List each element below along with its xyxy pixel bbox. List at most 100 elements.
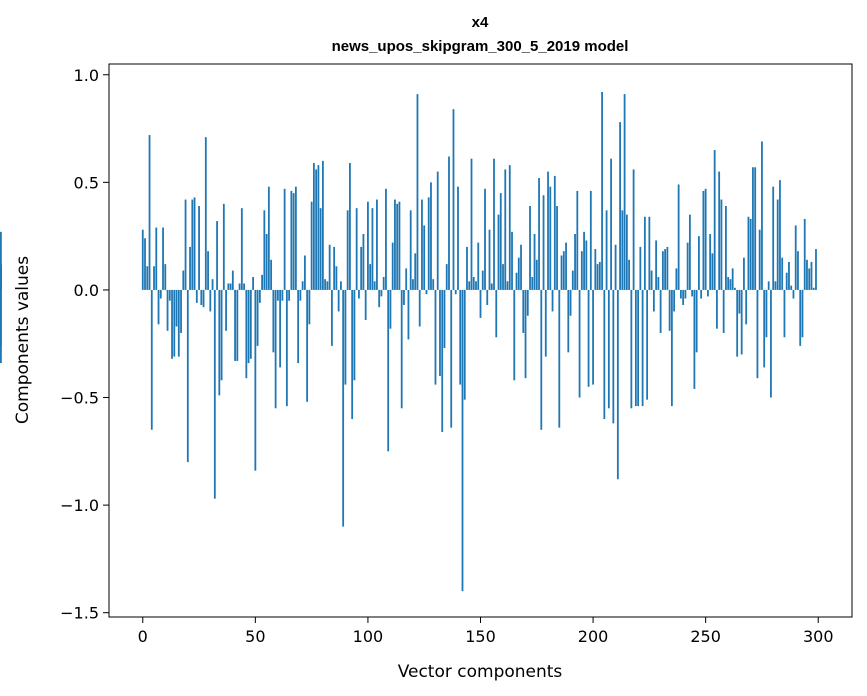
bar xyxy=(711,253,714,290)
bar xyxy=(578,289,581,398)
bar xyxy=(511,231,513,290)
bar xyxy=(216,221,218,290)
y-tick-label: −0.5 xyxy=(60,389,99,408)
bar xyxy=(276,289,279,301)
bar xyxy=(765,289,768,338)
bar xyxy=(261,274,263,290)
bar xyxy=(423,225,426,290)
bar xyxy=(434,289,437,385)
bar xyxy=(707,289,709,297)
bar xyxy=(749,218,752,290)
bar xyxy=(247,289,250,364)
bar xyxy=(403,289,405,305)
bar xyxy=(258,289,261,303)
bar xyxy=(236,289,239,361)
bar xyxy=(812,287,815,290)
bar xyxy=(655,240,658,290)
bar xyxy=(362,233,365,290)
bar xyxy=(580,251,583,290)
bar xyxy=(495,289,498,338)
bar xyxy=(274,289,277,409)
bar xyxy=(607,289,610,409)
bar xyxy=(427,197,430,290)
bar xyxy=(189,246,191,290)
x-tick-label: 100 xyxy=(353,627,384,646)
bar xyxy=(292,193,295,290)
bar xyxy=(439,289,441,376)
bar xyxy=(240,208,243,290)
x-tick-label: 150 xyxy=(465,627,496,646)
bar xyxy=(168,289,171,301)
bar xyxy=(204,137,207,290)
bar xyxy=(630,289,633,409)
bar xyxy=(504,169,507,290)
bar xyxy=(387,289,390,452)
bar xyxy=(621,210,624,290)
bar xyxy=(346,210,349,290)
bar xyxy=(506,281,509,290)
y-axis-ticks: −1.5 −1.0 −0.5 0.0 0.5 1.0 xyxy=(60,66,109,623)
bar xyxy=(693,289,696,389)
x-tick-label: 250 xyxy=(690,627,721,646)
bar xyxy=(583,231,585,290)
bar xyxy=(180,289,182,333)
bar xyxy=(731,268,734,290)
bar xyxy=(785,272,788,290)
bar xyxy=(502,264,504,290)
bar xyxy=(603,289,606,420)
bar xyxy=(713,150,716,290)
y-axis-label: Components values xyxy=(13,256,33,424)
bar xyxy=(657,277,660,290)
bar xyxy=(675,268,678,290)
bar xyxy=(211,279,214,290)
bar xyxy=(301,281,304,290)
bar xyxy=(488,229,491,290)
bar xyxy=(360,246,363,290)
bar xyxy=(810,261,813,290)
bar xyxy=(522,289,525,333)
chart-subtitle: news_upos_skipgram_300_5_2019 model xyxy=(332,38,629,55)
bar xyxy=(213,289,216,499)
bar xyxy=(716,289,718,329)
bar xyxy=(544,289,547,357)
bar xyxy=(173,289,176,357)
y-tick-label: −1.5 xyxy=(60,604,99,623)
bar xyxy=(641,289,644,407)
bar xyxy=(312,162,315,290)
bar xyxy=(646,289,649,400)
bar xyxy=(661,251,664,290)
bar xyxy=(218,289,221,396)
bar xyxy=(700,289,703,299)
bar xyxy=(454,289,457,295)
bar xyxy=(243,283,245,290)
bar xyxy=(806,259,808,290)
bar xyxy=(772,186,775,290)
bar xyxy=(779,180,781,290)
bar xyxy=(209,289,212,312)
bar xyxy=(421,199,423,290)
bar xyxy=(720,199,723,290)
bar xyxy=(686,242,689,290)
bar xyxy=(382,277,385,290)
bar xyxy=(486,289,489,305)
bar xyxy=(340,281,342,290)
bar xyxy=(490,283,493,290)
bar xyxy=(385,188,387,290)
bar xyxy=(729,279,732,290)
bar xyxy=(558,289,561,428)
bar xyxy=(587,289,590,387)
bar xyxy=(272,289,275,353)
bar xyxy=(166,289,169,331)
bar xyxy=(533,233,536,290)
bar xyxy=(407,289,410,340)
bar xyxy=(315,169,318,290)
bar xyxy=(756,289,759,379)
bar xyxy=(754,167,757,290)
bar xyxy=(643,216,646,290)
bar xyxy=(430,182,432,290)
bar xyxy=(470,158,473,290)
bar xyxy=(148,135,151,290)
bar xyxy=(146,266,149,290)
bar xyxy=(321,160,324,290)
bar xyxy=(612,289,615,424)
